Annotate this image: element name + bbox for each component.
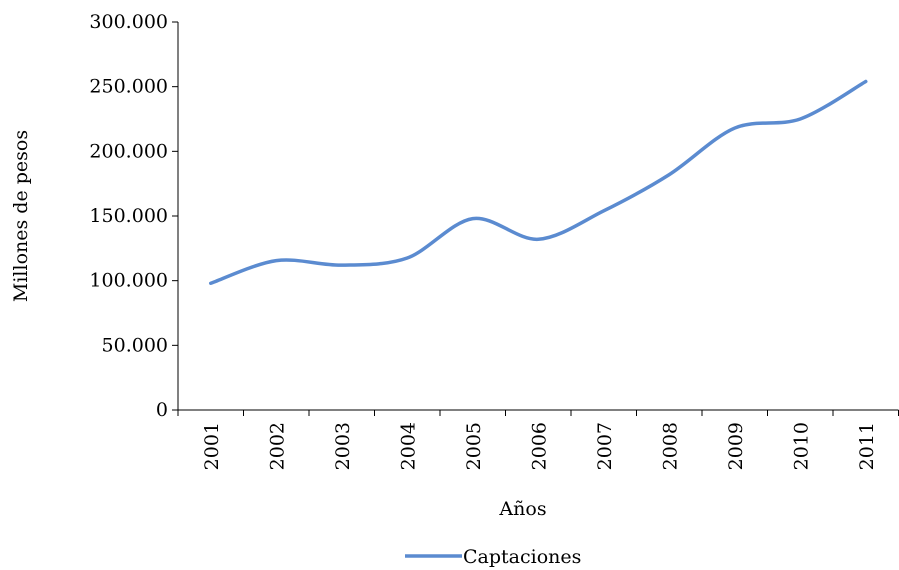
y-tick-label: 0	[156, 399, 168, 421]
x-axis-title: Años	[498, 498, 546, 520]
x-tick-label: 2011	[856, 422, 878, 470]
y-tick-label: 200.000	[89, 140, 168, 162]
x-axis: 2001 2002 2003 2004 2005 2006 2007 2008 2009 2010…	[177, 409, 899, 470]
x-tick-label: 2009	[725, 422, 747, 470]
series-group	[209, 79, 868, 286]
y-tick-label: 100.000	[89, 270, 168, 292]
y-tick-label: 250.000	[89, 76, 168, 98]
y-axis-title: Millones de pesos	[10, 130, 32, 302]
y-axis: 0 50.000 100.000 150.000 200.000 250.000 300.0…	[89, 11, 179, 421]
x-tick-label: 2005	[463, 422, 485, 470]
series-line-captaciones	[209, 79, 868, 286]
x-tick-label: 2008	[659, 422, 681, 470]
x-tick-label: 2007	[594, 422, 616, 470]
y-tick-label: 300.000	[89, 11, 168, 33]
x-tick-label: 2002	[266, 422, 288, 470]
x-tick-label: 2006	[528, 422, 550, 470]
x-tick-label: 2003	[332, 422, 354, 470]
y-tick-label: 50.000	[102, 334, 168, 356]
x-tick-label: 2010	[790, 422, 812, 470]
y-tick-label: 150.000	[89, 205, 168, 227]
legend-label-captaciones: Captaciones	[463, 546, 581, 568]
x-tick-label: 2001	[201, 422, 223, 470]
legend: Captaciones	[405, 546, 581, 568]
x-tick-label: 2004	[397, 422, 419, 470]
